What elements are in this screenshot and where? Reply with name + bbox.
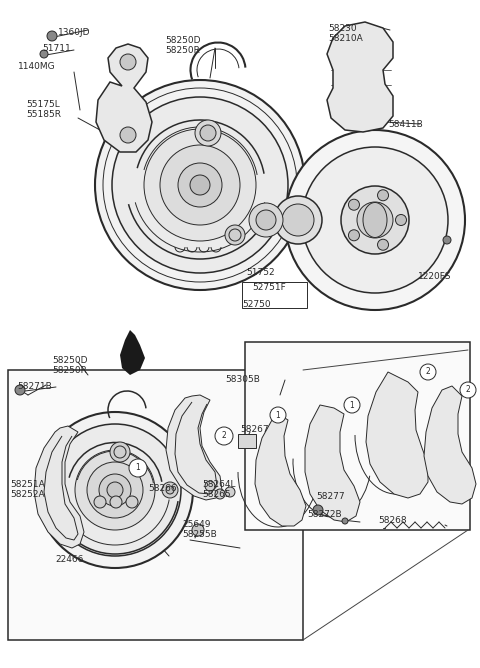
Text: 55175L
55185R: 55175L 55185R xyxy=(26,100,61,120)
Text: 58230
58210A: 58230 58210A xyxy=(328,24,363,43)
Text: 58277: 58277 xyxy=(316,492,345,501)
Circle shape xyxy=(120,127,136,143)
Circle shape xyxy=(285,130,465,310)
Polygon shape xyxy=(305,405,360,522)
Circle shape xyxy=(192,524,204,536)
Bar xyxy=(8,370,303,640)
Circle shape xyxy=(249,203,283,237)
Polygon shape xyxy=(366,372,428,498)
Circle shape xyxy=(443,236,451,244)
Circle shape xyxy=(107,482,123,498)
Circle shape xyxy=(126,496,138,508)
Circle shape xyxy=(166,486,174,494)
Circle shape xyxy=(47,31,57,41)
Circle shape xyxy=(420,364,436,380)
Circle shape xyxy=(344,397,360,413)
Text: 1: 1 xyxy=(136,464,140,472)
Text: 58250D
58250R: 58250D 58250R xyxy=(165,36,201,55)
Circle shape xyxy=(129,459,147,477)
Circle shape xyxy=(460,382,476,398)
Text: 52750: 52750 xyxy=(242,300,271,309)
Polygon shape xyxy=(327,22,393,132)
Polygon shape xyxy=(96,44,152,152)
Circle shape xyxy=(282,204,314,236)
Circle shape xyxy=(348,199,360,210)
Text: 58266: 58266 xyxy=(148,484,177,493)
Circle shape xyxy=(200,125,216,141)
Circle shape xyxy=(215,427,233,445)
Text: 58268: 58268 xyxy=(378,516,407,525)
Polygon shape xyxy=(255,415,306,526)
Polygon shape xyxy=(120,330,145,375)
Text: 58271B: 58271B xyxy=(17,382,52,391)
Circle shape xyxy=(112,97,288,273)
Circle shape xyxy=(162,482,178,498)
Circle shape xyxy=(75,450,155,530)
Circle shape xyxy=(110,442,130,462)
Circle shape xyxy=(87,462,143,518)
Text: 58267: 58267 xyxy=(240,425,269,434)
Bar xyxy=(245,342,470,530)
Text: 58272B: 58272B xyxy=(307,510,342,519)
Circle shape xyxy=(270,407,286,423)
Polygon shape xyxy=(424,386,476,504)
Text: 52751F: 52751F xyxy=(252,283,286,292)
Text: 1360JD: 1360JD xyxy=(58,28,91,37)
Polygon shape xyxy=(34,426,84,548)
Circle shape xyxy=(215,489,225,499)
Circle shape xyxy=(49,424,181,556)
Text: 58305B: 58305B xyxy=(225,375,260,384)
Circle shape xyxy=(313,505,323,515)
Text: 22466: 22466 xyxy=(55,555,84,564)
Circle shape xyxy=(302,147,448,293)
Text: 1: 1 xyxy=(276,411,280,420)
Text: 51711: 51711 xyxy=(42,44,71,53)
Text: 1220FS: 1220FS xyxy=(418,272,452,281)
Circle shape xyxy=(225,225,245,245)
Text: 58251A
58252A: 58251A 58252A xyxy=(10,480,45,500)
Circle shape xyxy=(205,481,215,491)
Circle shape xyxy=(378,239,388,250)
Circle shape xyxy=(342,518,348,524)
Text: 58250D
58250R: 58250D 58250R xyxy=(52,356,87,375)
Text: 2: 2 xyxy=(426,367,431,377)
Polygon shape xyxy=(166,395,222,500)
Circle shape xyxy=(357,202,393,238)
Circle shape xyxy=(225,487,235,497)
Circle shape xyxy=(144,129,256,241)
Circle shape xyxy=(110,496,122,508)
Circle shape xyxy=(15,385,25,395)
Circle shape xyxy=(99,474,131,506)
Text: 1: 1 xyxy=(349,401,354,409)
Circle shape xyxy=(195,120,221,146)
Circle shape xyxy=(190,175,210,195)
Circle shape xyxy=(341,186,409,254)
Text: 51752: 51752 xyxy=(246,268,275,277)
Circle shape xyxy=(178,163,222,207)
Circle shape xyxy=(94,496,106,508)
Circle shape xyxy=(256,210,276,230)
Text: 58264L
58265: 58264L 58265 xyxy=(202,480,236,500)
Text: 25649
58255B: 25649 58255B xyxy=(182,520,217,539)
Circle shape xyxy=(160,145,240,225)
Circle shape xyxy=(396,214,407,226)
Circle shape xyxy=(37,412,193,568)
Circle shape xyxy=(95,80,305,290)
Text: 58411B: 58411B xyxy=(388,120,423,129)
Circle shape xyxy=(40,50,48,58)
Circle shape xyxy=(378,190,388,201)
Text: 1140MG: 1140MG xyxy=(18,62,56,71)
Ellipse shape xyxy=(363,202,387,238)
Text: 2: 2 xyxy=(222,432,227,440)
Bar xyxy=(242,282,307,308)
Circle shape xyxy=(120,54,136,70)
Bar xyxy=(238,434,256,448)
Text: 2: 2 xyxy=(466,385,470,395)
Circle shape xyxy=(274,196,322,244)
Circle shape xyxy=(348,230,360,240)
